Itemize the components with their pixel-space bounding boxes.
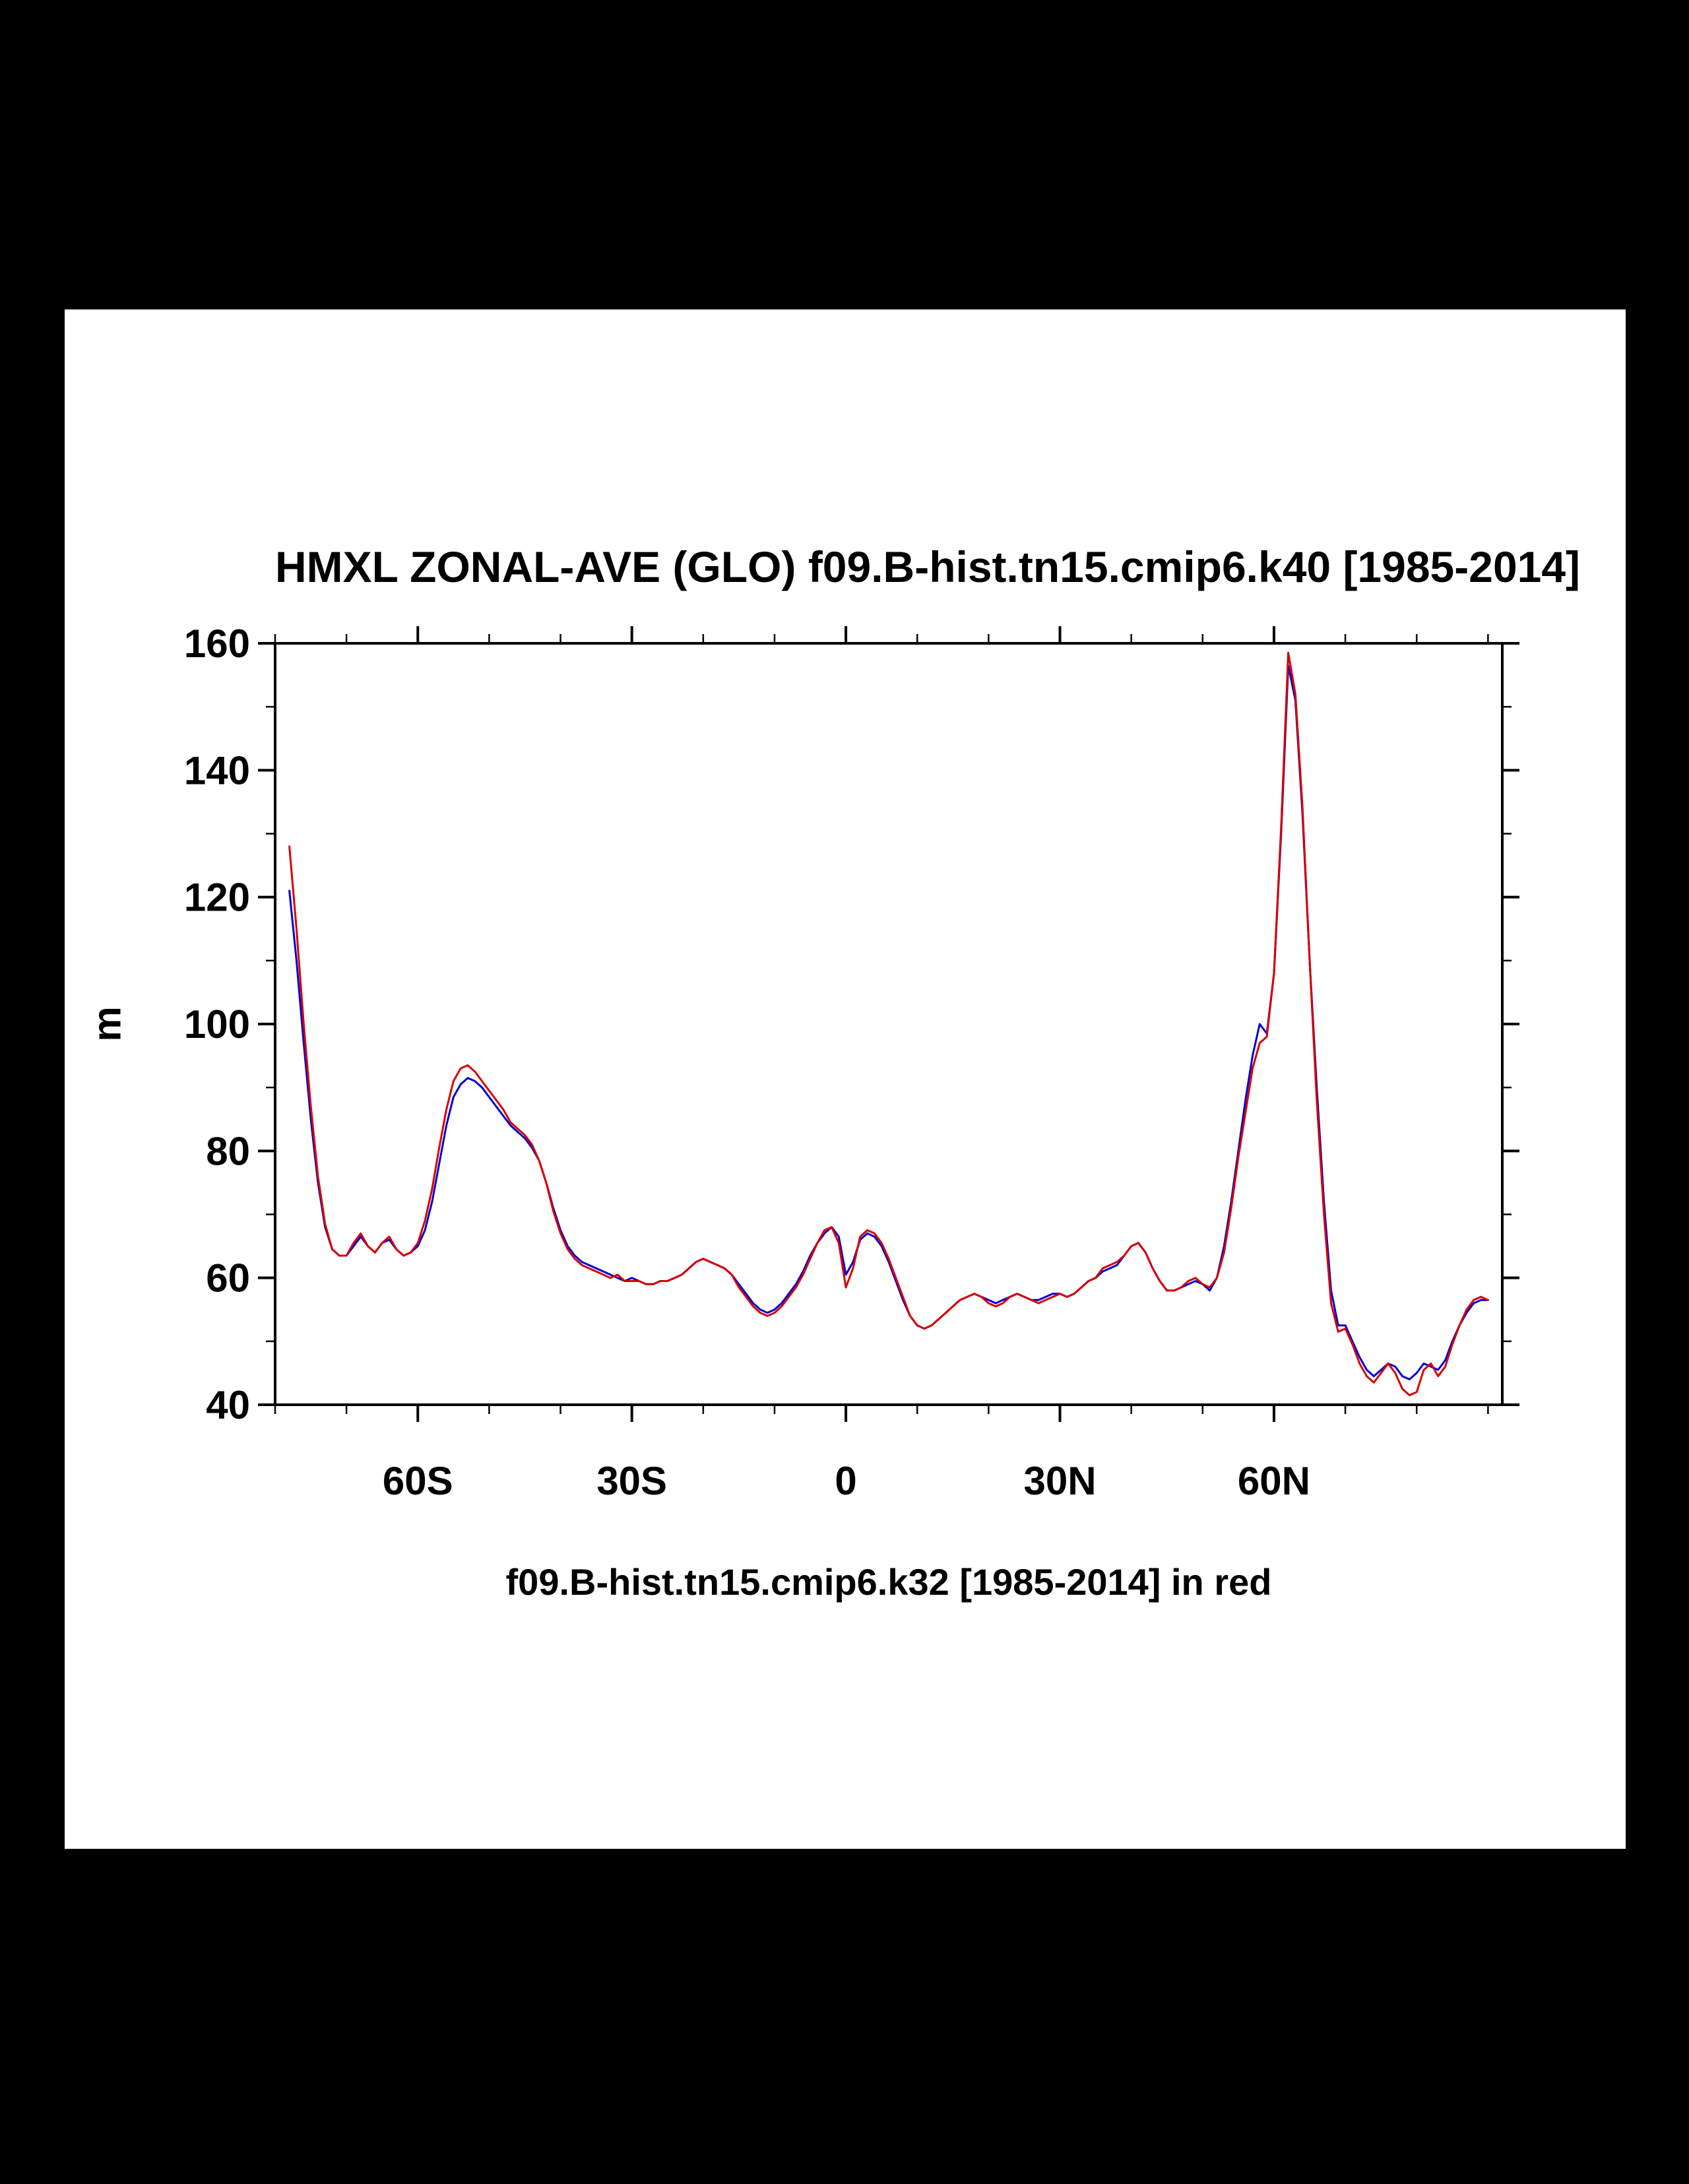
y-tick-label: 40 — [206, 1383, 250, 1427]
y-tick-label: 100 — [184, 1002, 250, 1046]
axis-frame — [274, 642, 1504, 1406]
x-tick-label: 0 — [835, 1459, 856, 1503]
chart-title: HMXL ZONAL-AVE (GLO) f09.B-hist.tn15.cmi… — [275, 542, 1581, 591]
y-tick-label: 60 — [206, 1256, 250, 1301]
series-line-k32-red — [288, 651, 1489, 1397]
x-tick-label: 30N — [1023, 1459, 1096, 1503]
x-tick-label: 30S — [596, 1459, 667, 1503]
y-tick-label: 160 — [184, 622, 250, 666]
y-tick-label: 80 — [206, 1129, 250, 1173]
x-tick-label: 60S — [383, 1459, 453, 1503]
chart-canvas: 60S 30S 0 30N 60N 40 60 80 100 120 140 160 — [184, 622, 1519, 1503]
y-tick-label: 140 — [184, 748, 250, 792]
series-line-k40-blue — [288, 664, 1489, 1380]
plot-panel: HMXL ZONAL-AVE (GLO) f09.B-hist.tn15.cmi… — [65, 309, 1626, 1849]
chart-subtitle: f09.B-hist.tn15.cmip6.k32 [1985-2014] in… — [505, 1561, 1272, 1603]
y-tick-label: 120 — [184, 876, 250, 920]
x-tick-label: 60N — [1238, 1459, 1310, 1503]
